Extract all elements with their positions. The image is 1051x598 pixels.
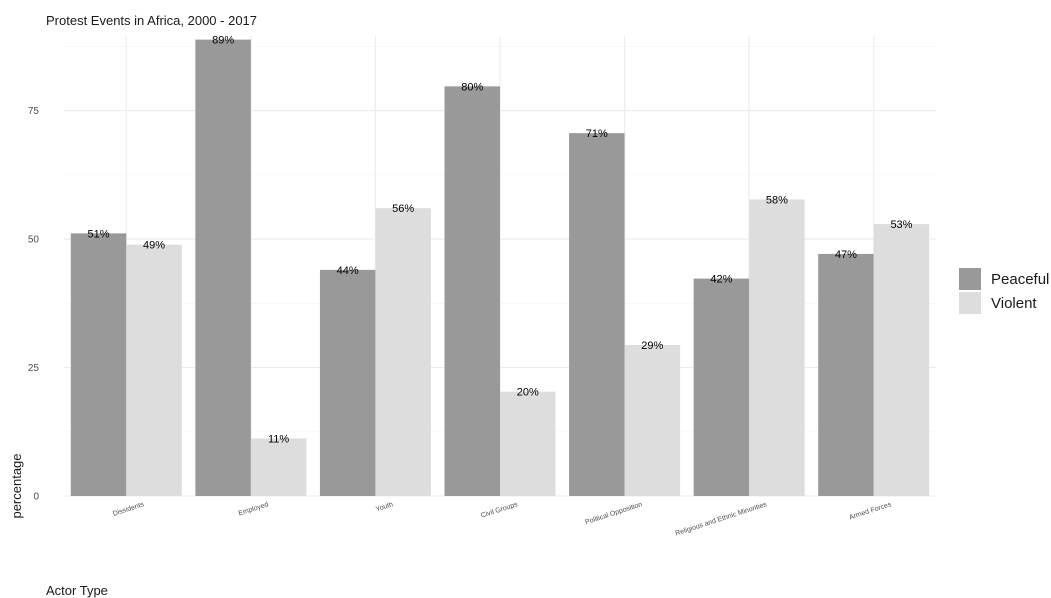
bar-peaceful <box>693 278 750 496</box>
bar-peaceful <box>70 233 127 496</box>
bar-label: 53% <box>890 219 912 231</box>
bar-label: 44% <box>337 265 359 277</box>
bar-violent <box>749 199 805 496</box>
bar-label: 89% <box>212 35 234 47</box>
x-tick-label: Armed Forces <box>848 501 892 521</box>
bar-violent <box>873 224 930 496</box>
y-axis-ticks: 0 25 50 75 <box>28 106 40 502</box>
y-axis-title: percentage <box>9 453 24 518</box>
x-tick-label: Civil Groups <box>480 501 519 520</box>
legend-swatch-peaceful <box>959 268 981 290</box>
legend-label-violent: Violent <box>991 295 1037 312</box>
x-axis-title: Actor Type <box>46 583 108 598</box>
bar-label: 58% <box>766 194 788 206</box>
x-tick-label: Dissidents <box>112 501 145 518</box>
bar-violent <box>375 208 431 496</box>
x-tick-label: Youth <box>375 501 394 513</box>
y-tick-label: 0 <box>33 492 39 503</box>
bar-label: 47% <box>835 249 857 261</box>
bar-violent <box>250 438 307 496</box>
bars <box>70 39 930 497</box>
bar-peaceful <box>319 269 376 496</box>
y-tick-label: 25 <box>28 363 40 374</box>
legend: Peaceful Violent <box>959 268 1049 314</box>
chart-title: Protest Events in Africa, 2000 - 2017 <box>46 13 257 28</box>
bar-label: 11% <box>268 433 289 445</box>
bar-label: 20% <box>517 387 539 399</box>
bar-peaceful <box>195 39 251 496</box>
y-tick-label: 50 <box>28 235 40 246</box>
bar-label: 80% <box>461 81 483 93</box>
legend-swatch-violent <box>959 292 981 314</box>
bar-label: 51% <box>88 228 110 240</box>
bar-peaceful <box>569 133 625 497</box>
bar-label: 49% <box>143 240 165 252</box>
bar-violent <box>624 344 681 496</box>
bar-label: 42% <box>710 274 732 286</box>
bar-label: 29% <box>641 340 663 352</box>
x-tick-label: Employed <box>238 501 270 517</box>
x-tick-label: Religious and Ethnic Minorities <box>675 501 769 537</box>
x-tick-label: Political Opposition <box>584 501 643 526</box>
bar-violent <box>126 244 182 496</box>
y-tick-label: 75 <box>28 106 40 117</box>
bar-peaceful <box>444 86 500 496</box>
bar-violent <box>500 391 556 496</box>
legend-label-peaceful: Peaceful <box>991 271 1049 288</box>
bar-labels: 51% 89% 44% 80% 71% 42% 47% 49% 11% 56% 20% 29% 58% 5… <box>88 35 913 446</box>
bar-label: 71% <box>586 128 608 140</box>
bar-peaceful <box>818 253 874 496</box>
x-axis-ticks: Dissidents Employed Youth Civil Groups Polit… <box>112 501 893 537</box>
bar-label: 56% <box>392 203 414 215</box>
